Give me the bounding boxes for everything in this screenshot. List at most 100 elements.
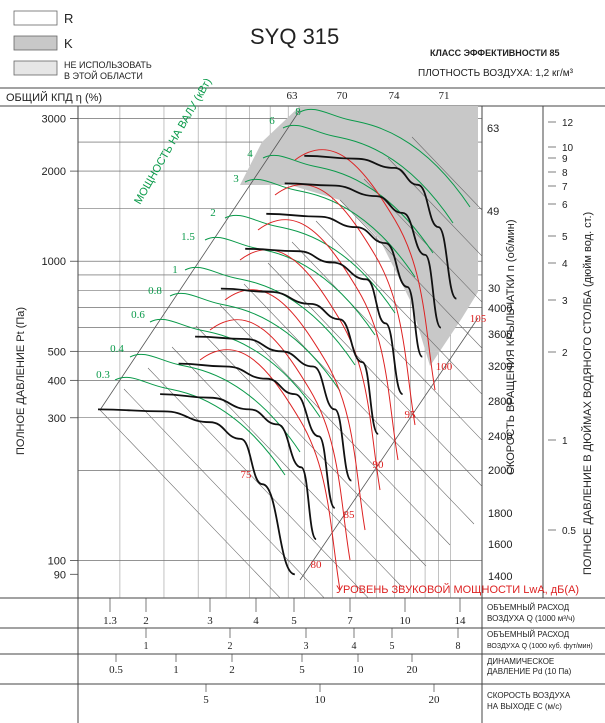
sound-power-curve — [209, 319, 351, 561]
flow-tick-4: 5 — [291, 615, 297, 627]
efficiency-value-2: 74 — [389, 90, 401, 102]
diagonal-line — [339, 199, 482, 349]
inch-axis-label: ПОЛНОЕ ДАВЛЕНИЕ В ДЮЙМАХ ВОДЯНОГО СТОЛБА… — [581, 212, 594, 575]
sound-power-value-3: 90 — [373, 459, 385, 471]
inch-axis-ticks: 12 109 8 7 6 5 4 3 2 1 0.5 — [548, 118, 576, 537]
diagonal-line — [411, 136, 482, 211]
frame — [0, 87, 605, 723]
flow-tick-2: 3 — [207, 615, 213, 627]
shaft-power-curve — [184, 266, 356, 366]
inch-tick-9: 9 — [562, 154, 568, 165]
sound-power-curve — [199, 349, 341, 591]
shaft-power-label-4: 1 — [172, 264, 178, 276]
rpm-label-2800: 2800 — [488, 396, 512, 408]
efficiency-value-0: 63 — [287, 90, 299, 102]
rpm-label-1800: 1800 — [488, 508, 512, 520]
diagonal-line — [123, 388, 325, 598]
shaft-power-label-5: 1.5 — [181, 231, 195, 243]
diagonal-line — [147, 367, 369, 598]
chart-title: SYQ 315 — [250, 24, 339, 49]
legend-swatch-k — [13, 35, 58, 51]
y-tick-3000: 3000 — [42, 113, 66, 125]
velocity-tick-2: 20 — [429, 694, 441, 706]
inch-tick-7: 7 — [562, 182, 568, 193]
velocity-tick-1: 10 — [315, 694, 327, 706]
pd-tick-4: 10 — [353, 664, 365, 676]
shaft-power-label-6: 2 — [210, 207, 216, 219]
shaft-power-label-8: 4 — [247, 148, 253, 160]
inch-tick-5: 5 — [562, 232, 568, 243]
sound-power-label: УРОВЕНЬ ЗВУКОВОЙ МОЩНОСТИ LwA, дБ(А) — [336, 583, 579, 596]
diagonal-guides — [99, 109, 482, 598]
cfm-tick-2: 3 — [304, 641, 309, 652]
y-tick-2000: 2000 — [42, 166, 66, 178]
rpm-label-4000: 4000 — [488, 303, 512, 315]
sound-power-value-4: 95 — [405, 409, 417, 421]
sound-power-curve — [274, 184, 416, 426]
diagonal-line — [195, 325, 427, 567]
diagonal-line — [243, 283, 475, 525]
fan-curve-3200 — [266, 212, 424, 358]
left-boundary — [99, 109, 301, 411]
shaft-power-curve — [282, 124, 454, 224]
shaft-power-curve — [299, 108, 471, 208]
y-tick-300: 300 — [48, 413, 66, 425]
rpm-label-1600: 1600 — [488, 539, 512, 551]
efficiency-value-1: 70 — [337, 90, 349, 102]
pd-tick-5: 20 — [407, 664, 419, 676]
flow-cfm-axis-label-line1: ОБЪЕМНЫЙ РАСХОД — [487, 630, 570, 639]
rpm-label-2000: 2000 — [488, 465, 512, 477]
velocity-axis-label-line2: НА ВЫХОДЕ С (м/с) — [487, 702, 562, 711]
sound-power-value-6: 105 — [470, 313, 487, 325]
diagonal-line — [171, 346, 403, 588]
shaft-power-curve — [114, 376, 286, 476]
curve-labels: 0.3 0.4 0.60.8 1 1.5 2 3 4 6 8 75 80 85 90 95 100 105 63 4… — [96, 106, 512, 583]
legend-swatch-r — [13, 10, 58, 26]
y-tick-400: 400 — [48, 375, 66, 387]
flow-axis-label-line1: ОБЪЕМНЫЙ РАСХОД — [487, 603, 570, 612]
shaft-power-curve — [129, 353, 301, 453]
flow-cfm-axis-label: ОБЪЕМНЫЙ РАСХОД ВОЗДУХА Q (1000 куб. фут… — [487, 630, 593, 650]
fan-curve-2000 — [195, 335, 353, 482]
efficiency-axis-label: ОБЩИЙ КПД η (%) — [6, 91, 102, 104]
shaft-power-label: МОЩНОСТЬ НА ВАЛУ (кВт) — [132, 76, 214, 206]
k-region — [240, 106, 478, 366]
flow-axis-label-line2: ВОЗДУХА Q (1000 м³/ч) — [487, 614, 575, 623]
pd-tick-0: 0.5 — [109, 664, 123, 676]
diagonal-line — [219, 304, 451, 546]
shaft-power-curve — [224, 214, 396, 314]
legend-label-no-use: НЕ ИСПОЛЬЗОВАТЬ В ЭТОЙ ОБЛАСТИ — [64, 60, 154, 81]
legend-swatch-no-use — [13, 60, 58, 76]
shaft-power-label-0: 0.3 — [96, 369, 110, 381]
shaft-power-label-10: 8 — [295, 106, 301, 118]
shaft-power-label-9: 6 — [269, 115, 275, 127]
flow-tick-3: 4 — [253, 615, 259, 627]
y-axis-label: ПОЛНОЕ ДАВЛЕНИЕ Pt (Па) — [15, 307, 27, 455]
dynamic-pressure-axis-label-line2: ДАВЛЕНИЕ Pd (10 Па) — [487, 667, 572, 676]
cfm-tick-5: 8 — [456, 641, 461, 652]
efficiency-class: КЛАСС ЭФФЕКТИВНОСТИ 85 — [430, 48, 560, 58]
fan-curve-2400 — [220, 287, 380, 435]
fan-curve-1600 — [160, 393, 317, 540]
velocity-axis-label-line1: СКОРОСТЬ ВОЗДУХА — [487, 691, 571, 700]
sound-power-value-2: 85 — [344, 509, 356, 521]
legend: R K НЕ ИСПОЛЬЗОВАТЬ В ЭТОЙ ОБЛАСТИ — [13, 10, 154, 81]
shaft-power-label-2: 0.6 — [131, 309, 145, 321]
diagonal-line — [99, 409, 281, 598]
dynamic-pressure-axis-label-line1: ДИНАМИЧЕСКОЕ — [487, 657, 554, 666]
inch-tick-2: 2 — [562, 348, 568, 359]
shaft-power-curve — [262, 154, 434, 254]
fan-curve-2800 — [245, 247, 404, 395]
shaft-power-curve — [169, 292, 341, 392]
pd-tick-2: 2 — [229, 664, 235, 676]
fan-curve-4000 — [304, 154, 458, 300]
cfm-tick-1: 2 — [228, 641, 233, 652]
shaft-power-label-1: 0.4 — [110, 343, 124, 355]
inch-tick-6: 6 — [562, 200, 568, 211]
inch-tick-1: 1 — [562, 436, 568, 447]
flow-tick-1: 2 — [143, 615, 149, 627]
legend-label-r: R — [64, 11, 73, 26]
fan-curve-1800 — [178, 362, 336, 509]
rpm-label-3200: 3200 — [488, 361, 512, 373]
